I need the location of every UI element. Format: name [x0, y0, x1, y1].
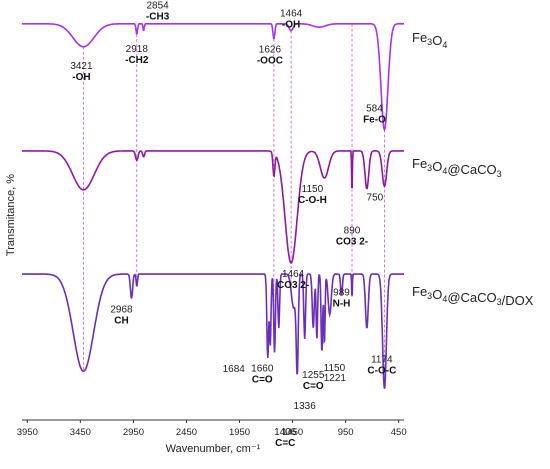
- peak-wavenumber: 989: [333, 288, 350, 299]
- functional-group-label: C=C: [275, 438, 295, 449]
- functional-group-label: -CH2: [125, 55, 149, 66]
- peak-annotation: 1336: [294, 401, 317, 412]
- functional-group-label: CO3 2-: [336, 236, 368, 247]
- x-tick-label: 3950: [17, 427, 38, 438]
- peak-wavenumber: 1626: [259, 45, 282, 56]
- series-name: Fe3O4@CaCO3/DOX: [412, 284, 534, 308]
- spectrum-line: [22, 23, 404, 132]
- spectrum-line: [22, 273, 404, 389]
- functional-group-label: -OOC: [257, 56, 283, 67]
- peak-annotation: 1150: [324, 363, 346, 374]
- peak-wavenumber: 1150: [324, 363, 346, 374]
- x-tick-label: 2450: [176, 427, 197, 438]
- peak-wavenumber: 1336: [294, 401, 317, 412]
- functional-group-label: C=O: [303, 381, 324, 392]
- peak-wavenumber: 2918: [126, 44, 149, 55]
- y-axis-title: Transmitance, %: [5, 174, 17, 256]
- x-tick-label: 1450: [282, 427, 303, 438]
- functional-group-label: -OH: [72, 72, 90, 83]
- functional-group-label: -CH3: [146, 12, 170, 23]
- peak-wavenumber: 1464: [282, 269, 305, 280]
- series-name: Fe3O4: [412, 30, 447, 50]
- peak-wavenumber: 1221: [324, 373, 347, 384]
- peak-annotation: 3421-OH: [70, 61, 93, 83]
- x-tick-label: 950: [338, 427, 354, 438]
- series-name: Fe3O4@CaCO3: [412, 156, 502, 179]
- functional-group-label: -OH: [282, 20, 300, 31]
- functional-group-label: C-O-C: [367, 365, 396, 376]
- peak-annotations: 3421-OH2918-CH22854-CH31626-OOC1464-OH58…: [70, 1, 396, 449]
- x-tick-label: 450: [391, 427, 407, 438]
- peak-wavenumber: 3421: [70, 61, 93, 72]
- x-tick-label: 2950: [123, 427, 144, 438]
- x-axis-title: Wavenumber, cm⁻¹: [166, 443, 261, 455]
- functional-group-label: Fe-O: [363, 115, 386, 126]
- peak-wavenumber: 2854: [146, 1, 169, 12]
- functional-group-label: C-O-H: [298, 195, 327, 206]
- functional-group-label: N-H: [333, 299, 351, 310]
- peak-annotation: 2918-CH2: [125, 44, 149, 66]
- peak-wavenumber: 1684: [223, 364, 246, 375]
- functional-group-label: CO3 2-: [277, 280, 309, 291]
- peak-wavenumber: 1150: [302, 184, 324, 195]
- guide-lines: [83, 23, 385, 389]
- functional-group-label: C=O: [252, 375, 273, 386]
- spectra: [22, 23, 404, 389]
- peak-wavenumber: 1660: [251, 364, 274, 375]
- peak-wavenumber: 1406: [274, 427, 297, 438]
- peak-wavenumber: 890: [344, 225, 361, 236]
- x-tick-label: 1950: [229, 427, 250, 438]
- series-labels: Fe3O4 Fe3O4@CaCO3 Fe3O4@CaCO3/DOX: [412, 30, 534, 308]
- peak-annotation: 1464-OH: [280, 9, 303, 31]
- peak-wavenumber: 584: [366, 104, 383, 115]
- x-tick-label: 3450: [70, 427, 91, 438]
- peak-wavenumber: 750: [367, 193, 384, 204]
- x-tick-labels: 3950 3450 2950 2450 1950 1450 950 450: [17, 427, 407, 438]
- peak-wavenumber: 1174: [371, 354, 393, 365]
- peak-annotation: 2854-CH3: [146, 1, 170, 23]
- spectrum-line: [22, 150, 404, 264]
- x-axis: [22, 419, 404, 423]
- peak-wavenumber: 2968: [110, 304, 133, 315]
- peak-annotation: 750: [367, 193, 384, 204]
- peak-annotation: 1221: [324, 373, 347, 384]
- functional-group-label: CH: [114, 315, 128, 326]
- peak-wavenumber: 1464: [280, 9, 303, 20]
- peak-annotation: 1626-OOC: [257, 45, 283, 67]
- peak-wavenumber: 1255: [302, 370, 325, 381]
- peak-annotation: 1684: [223, 364, 246, 375]
